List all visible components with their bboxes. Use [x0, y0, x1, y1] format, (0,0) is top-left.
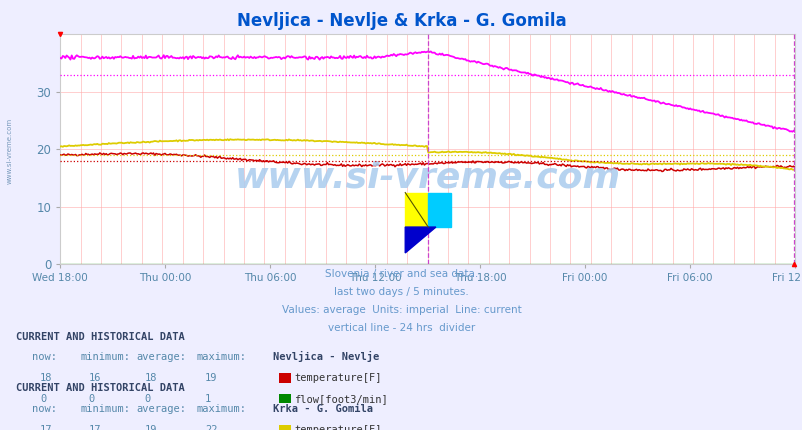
Text: www.si-vreme.com: www.si-vreme.com: [234, 160, 620, 194]
Text: temperature[F]: temperature[F]: [294, 373, 381, 383]
Text: last two days / 5 minutes.: last two days / 5 minutes.: [334, 287, 468, 297]
Text: now:: now:: [32, 352, 57, 362]
Text: CURRENT AND HISTORICAL DATA: CURRENT AND HISTORICAL DATA: [16, 383, 184, 393]
Text: average:: average:: [136, 352, 186, 362]
Text: 1: 1: [205, 393, 211, 404]
Text: 0: 0: [88, 393, 95, 404]
Text: Krka - G. Gomila: Krka - G. Gomila: [273, 404, 373, 414]
Text: 19: 19: [205, 373, 217, 383]
Text: maximum:: maximum:: [196, 404, 246, 414]
Text: temperature[F]: temperature[F]: [294, 424, 381, 430]
Text: now:: now:: [32, 404, 57, 414]
Text: CURRENT AND HISTORICAL DATA: CURRENT AND HISTORICAL DATA: [16, 332, 184, 342]
Text: 18: 18: [40, 373, 53, 383]
Text: vertical line - 24 hrs  divider: vertical line - 24 hrs divider: [327, 323, 475, 333]
Polygon shape: [405, 227, 435, 253]
Text: maximum:: maximum:: [196, 352, 246, 362]
Text: minimum:: minimum:: [80, 404, 130, 414]
Text: 22: 22: [205, 424, 217, 430]
Text: www.si-vreme.com: www.si-vreme.com: [6, 117, 12, 184]
Text: average:: average:: [136, 404, 186, 414]
Text: 16: 16: [88, 373, 101, 383]
FancyBboxPatch shape: [405, 193, 427, 227]
Text: Nevljica - Nevlje & Krka - G. Gomila: Nevljica - Nevlje & Krka - G. Gomila: [237, 12, 565, 30]
Text: 0: 0: [144, 393, 151, 404]
FancyBboxPatch shape: [427, 193, 451, 227]
Text: 18: 18: [144, 373, 157, 383]
Text: 0: 0: [40, 393, 47, 404]
Text: 17: 17: [40, 424, 53, 430]
Text: 17: 17: [88, 424, 101, 430]
Text: flow[foot3/min]: flow[foot3/min]: [294, 393, 387, 404]
Text: Slovenia / river and sea data.: Slovenia / river and sea data.: [325, 269, 477, 279]
Text: 19: 19: [144, 424, 157, 430]
Text: minimum:: minimum:: [80, 352, 130, 362]
Text: Values: average  Units: imperial  Line: current: Values: average Units: imperial Line: cu…: [282, 305, 520, 315]
Text: Nevljica - Nevlje: Nevljica - Nevlje: [273, 351, 379, 362]
